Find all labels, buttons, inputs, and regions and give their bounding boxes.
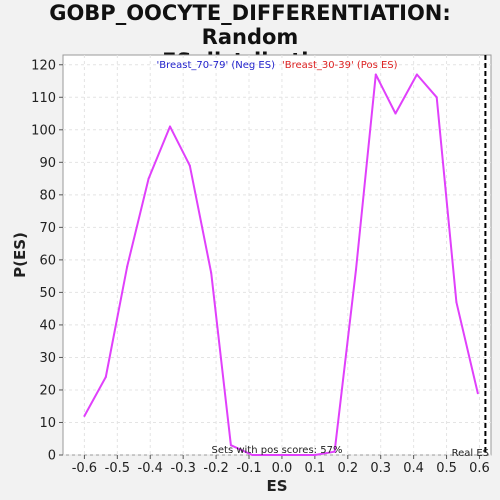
x-tick-label: -0.5 bbox=[105, 461, 130, 476]
axes: 0 10 20 30 40 50 60 70 80 90 100 110 120 -0.6 -0.5 -0.4… bbox=[31, 58, 490, 476]
data-point bbox=[374, 73, 377, 76]
y-tick-label: 120 bbox=[31, 58, 56, 73]
data-point bbox=[169, 125, 171, 128]
data-point bbox=[355, 268, 358, 271]
data-point bbox=[394, 112, 397, 115]
data-point bbox=[476, 392, 479, 395]
data-point bbox=[313, 454, 316, 456]
x-tick-label: 0.4 bbox=[403, 461, 424, 476]
pos-scores-annotation: Sets with pos scores: 57% bbox=[212, 445, 343, 456]
chart-title-line1: GOBP_OOCYTE_DIFFERENTIATION: Random bbox=[49, 1, 451, 49]
y-tick-label: 110 bbox=[31, 91, 56, 106]
x-tick-label: -0.3 bbox=[170, 461, 195, 476]
x-tick-label: -0.1 bbox=[236, 461, 261, 476]
data-marks bbox=[83, 55, 487, 456]
x-tick-label: 0.0 bbox=[272, 461, 293, 476]
data-point bbox=[415, 73, 418, 76]
legend-neg-label: 'Breast_70-79' (Neg ES) bbox=[156, 60, 275, 71]
x-tick-label: 0.2 bbox=[337, 461, 358, 476]
y-tick-label: 100 bbox=[31, 123, 56, 138]
y-tick-label: 30 bbox=[39, 351, 56, 366]
x-tick-label: 0.5 bbox=[436, 461, 457, 476]
data-point bbox=[333, 450, 336, 453]
x-axis-title: ES bbox=[266, 477, 287, 495]
series-line bbox=[83, 73, 479, 456]
data-point bbox=[271, 454, 274, 456]
grid bbox=[63, 55, 491, 456]
x-tick-label: -0.2 bbox=[203, 461, 228, 476]
y-tick-label: 80 bbox=[39, 188, 56, 203]
x-tick-label: -0.6 bbox=[72, 461, 97, 476]
y-tick-label: 70 bbox=[39, 221, 56, 236]
y-tick-label: 40 bbox=[39, 318, 56, 333]
x-tick-label: 0.1 bbox=[305, 461, 326, 476]
y-tick-label: 50 bbox=[39, 286, 56, 301]
data-point bbox=[210, 271, 213, 274]
y-axis-title: P(ES) bbox=[11, 232, 29, 278]
y-tick-label: 0 bbox=[48, 449, 56, 464]
y-tick-label: 60 bbox=[39, 253, 56, 268]
x-tick-label: 0.6 bbox=[469, 461, 490, 476]
legend-pos-label: 'Breast_30-39' (Pos ES) bbox=[282, 60, 398, 71]
data-point bbox=[104, 375, 107, 378]
y-tick-label: 10 bbox=[39, 416, 56, 431]
data-point bbox=[229, 444, 232, 447]
data-point bbox=[147, 177, 150, 180]
data-point bbox=[455, 301, 458, 304]
x-tick-label: -0.4 bbox=[138, 461, 163, 476]
x-tick-label: 0.3 bbox=[370, 461, 391, 476]
data-point bbox=[126, 265, 129, 268]
y-tick-label: 20 bbox=[39, 383, 56, 398]
data-point bbox=[292, 454, 295, 456]
data-point bbox=[435, 96, 438, 99]
real-es-label: Real ES bbox=[452, 448, 489, 459]
y-tick-label: 90 bbox=[39, 156, 56, 171]
plot-area bbox=[62, 54, 492, 456]
data-point bbox=[188, 164, 191, 167]
data-point bbox=[83, 414, 86, 417]
data-point bbox=[251, 454, 254, 456]
